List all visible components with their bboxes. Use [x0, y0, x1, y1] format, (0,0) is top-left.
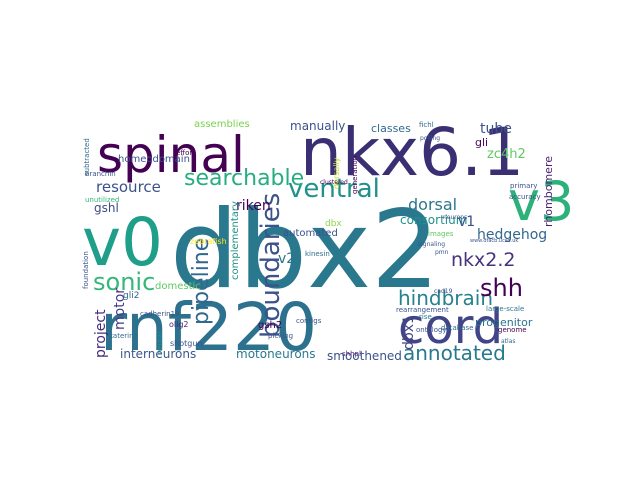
word-6: v0	[82, 204, 163, 281]
word-40: complementary	[230, 201, 241, 280]
word-53: database	[441, 324, 473, 332]
word-43: gli2	[123, 291, 139, 301]
word-73: cad19	[434, 288, 453, 295]
word-76: clustered	[320, 179, 348, 186]
word-41: automated	[283, 228, 338, 239]
word-30: smoothened	[327, 349, 402, 363]
word-16: resource	[96, 178, 161, 196]
word-64: rearrangement	[396, 306, 449, 314]
word-18: consortium	[400, 213, 467, 227]
word-47: neural	[156, 332, 164, 354]
word-74: pmn	[435, 249, 449, 256]
word-78: atlas	[501, 338, 516, 345]
word-19: tube	[480, 121, 512, 137]
word-28: interneurons	[120, 347, 196, 361]
word-32: progenitor	[475, 316, 533, 329]
word-44: dbx	[325, 219, 342, 229]
word-49: shotgun	[170, 339, 203, 348]
word-29: motoneurons	[236, 347, 316, 361]
word-24: v2	[278, 251, 295, 267]
word-68: primary	[510, 182, 537, 190]
word-33: rhombomere	[542, 156, 555, 227]
word-14: shh	[480, 274, 523, 302]
word-38: assemblies	[194, 119, 250, 130]
word-36: gli	[475, 136, 488, 149]
word-79: www.dfacb.ucsd.uk	[470, 238, 518, 244]
word-62: katerina	[109, 332, 138, 340]
word-67: accuracy	[509, 193, 541, 201]
word-48: olig2	[169, 320, 189, 329]
word-17: dorsal	[408, 195, 457, 214]
word-54: genome	[498, 326, 527, 334]
word-4: v3	[508, 170, 574, 233]
word-1: nkx6.1	[300, 114, 524, 191]
word-77: signaling	[418, 241, 445, 248]
word-13: annotated	[403, 341, 506, 365]
word-11: pipeline	[189, 238, 214, 325]
word-9: boundaries	[256, 193, 286, 338]
word-15: nkx2.2	[451, 249, 516, 271]
word-21: hedgehog	[477, 227, 547, 243]
word-59: effort	[176, 149, 195, 157]
word-2: rnf220	[100, 289, 317, 366]
word-45: dorsally	[332, 157, 341, 189]
word-8: searchable	[184, 166, 304, 191]
word-3: cord	[398, 299, 503, 355]
word-57: shhpl	[342, 350, 361, 358]
word-0: dbx2	[170, 188, 440, 313]
word-55: images	[428, 230, 454, 238]
word-23: v1	[458, 214, 475, 230]
word-27: project	[93, 309, 109, 358]
word-56: picking	[268, 332, 293, 340]
word-34: manually	[290, 119, 345, 133]
word-63: large-scale	[486, 305, 524, 313]
word-42: gsh2	[258, 320, 282, 331]
word-39: domestic	[155, 281, 201, 292]
word-70: polling	[420, 135, 440, 142]
word-72: neurons	[443, 214, 467, 221]
word-7: ventral	[288, 174, 380, 204]
word-31: dbx1	[401, 315, 417, 350]
word-12: hindbrain	[398, 286, 493, 310]
word-65: foundation	[82, 251, 90, 289]
word-61: cadherin19	[140, 310, 180, 318]
word-46: zebrafish	[190, 237, 227, 246]
word-75: rise	[419, 313, 432, 321]
word-69: fichl	[419, 121, 434, 129]
word-26: motor	[112, 288, 128, 330]
word-10: sonic	[93, 268, 155, 296]
word-25: gshl	[94, 201, 119, 215]
word-50: kinesin	[305, 250, 330, 258]
word-58: branchin	[85, 170, 116, 178]
word-60: unutilized	[85, 196, 119, 204]
word-51: contigs	[296, 317, 322, 325]
word-5: spinal	[97, 126, 245, 184]
word-22: riken	[236, 198, 271, 214]
word-20: zc4h2	[487, 147, 526, 162]
word-37: homeodomain	[118, 154, 190, 165]
word-35: classes	[371, 122, 411, 135]
word-71: generation	[351, 156, 359, 194]
word-66: subtracted	[83, 138, 91, 176]
word-52: ontology	[416, 326, 447, 334]
